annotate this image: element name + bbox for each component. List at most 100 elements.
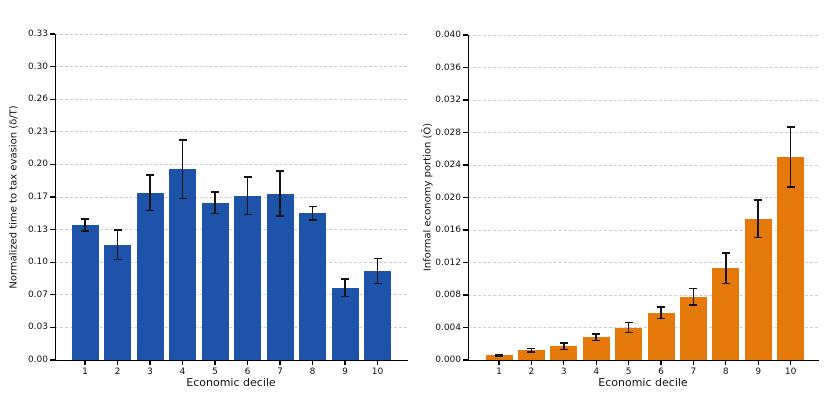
y-axis-tick xyxy=(50,196,55,198)
x-tick-label: 7 xyxy=(277,367,283,377)
bar-decile-9 xyxy=(331,287,359,360)
gridline xyxy=(55,98,407,100)
y-tick-label: 0.000 xyxy=(435,355,461,365)
error-bar-cap-top xyxy=(624,321,633,324)
gridline xyxy=(468,34,818,36)
x-tick-label: 10 xyxy=(371,367,384,377)
error-bar xyxy=(344,278,346,297)
gridline xyxy=(468,262,818,263)
gridline xyxy=(55,196,407,198)
y-tick-label: 0.07 xyxy=(27,289,48,300)
y-tick-label: 0.23 xyxy=(27,126,48,137)
y-tick-label: 0.17 xyxy=(27,192,48,202)
x-axis-tick xyxy=(214,361,216,365)
bar-decile-6 xyxy=(234,195,261,360)
x-tick-label: 6 xyxy=(244,367,251,377)
y-tick-label: 0.032 xyxy=(435,95,461,105)
x-tick-label: 1 xyxy=(496,367,502,377)
y-tick-label: 0.040 xyxy=(435,30,461,40)
y-axis-tick xyxy=(50,229,55,231)
error-bar-cap-bottom xyxy=(341,295,349,298)
x-tick-label: 2 xyxy=(114,367,121,377)
x-axis-tick xyxy=(790,361,792,365)
y-axis-tick xyxy=(50,261,55,263)
gridline xyxy=(55,33,407,35)
error-bar xyxy=(692,288,695,305)
gridline xyxy=(468,327,818,328)
y-tick-label: 0.016 xyxy=(435,225,461,235)
bar-decile-5 xyxy=(201,202,229,360)
error-bar-cap-top xyxy=(786,126,795,128)
x-tick-label: 6 xyxy=(658,367,664,377)
bar-decile-8 xyxy=(299,213,326,360)
bar-decile-1 xyxy=(485,355,513,360)
y-axis-tick xyxy=(50,98,55,100)
error-bar xyxy=(149,175,151,211)
y-axis-tick xyxy=(463,131,468,134)
x-axis-tick xyxy=(376,361,379,365)
x-axis-tick xyxy=(692,361,694,365)
x-axis-tick xyxy=(757,361,759,365)
x-axis-spine xyxy=(55,360,408,362)
x-tick-label: 3 xyxy=(560,367,567,377)
x-tick-label: 1 xyxy=(82,367,88,377)
x-axis-tick xyxy=(311,361,314,365)
error-bar-cap-bottom xyxy=(592,339,601,342)
y-axis-tick xyxy=(463,326,468,329)
error-bar xyxy=(757,199,759,238)
x-tick-label: 10 xyxy=(784,367,797,377)
error-bar xyxy=(498,354,500,356)
y-tick-label: 0.20 xyxy=(27,159,48,170)
bar-decile-4 xyxy=(582,337,610,360)
error-bar xyxy=(116,229,119,260)
error-bar xyxy=(563,342,565,350)
y-axis-tick xyxy=(463,164,468,166)
gridline xyxy=(55,326,407,328)
error-bar-cap-bottom xyxy=(276,215,284,217)
y-tick-label: 0.036 xyxy=(435,62,461,73)
y-tick-label: 0.13 xyxy=(27,224,48,235)
error-bar-cap-top xyxy=(81,218,89,220)
error-bar-cap-top xyxy=(592,333,601,335)
gridline xyxy=(55,229,407,231)
error-bar xyxy=(627,322,630,333)
bar-decile-3 xyxy=(136,192,164,360)
error-bar xyxy=(725,252,727,284)
y-axis-tick xyxy=(50,131,55,133)
x-axis-tick xyxy=(116,361,119,365)
x-tick-label: 4 xyxy=(179,367,186,377)
gridline xyxy=(468,197,818,198)
gridline xyxy=(468,99,818,101)
error-bar-cap-top xyxy=(495,353,503,356)
y-tick-label: 0.33 xyxy=(27,29,48,39)
error-bar xyxy=(181,139,184,199)
error-bar-cap-bottom xyxy=(786,186,795,188)
y-axis-tick xyxy=(463,229,468,231)
error-bar-cap-top xyxy=(559,342,568,344)
bar-decile-3 xyxy=(550,346,578,360)
error-bar-cap-bottom xyxy=(211,212,219,215)
y-axis-tick xyxy=(463,66,468,69)
y-tick-label: 0.30 xyxy=(27,61,48,72)
y-axis-tick xyxy=(463,261,468,264)
x-axis-tick xyxy=(498,361,500,365)
error-bar xyxy=(376,258,379,284)
x-tick-label: 5 xyxy=(212,367,218,377)
gridline xyxy=(55,261,407,263)
error-bar-cap-top xyxy=(243,176,252,178)
error-bar-cap-top xyxy=(341,278,349,280)
x-tick-label: 8 xyxy=(722,367,729,377)
error-bar-cap-bottom xyxy=(178,197,187,200)
y-axis-spine xyxy=(468,35,470,361)
y-tick-label: 0.03 xyxy=(27,322,48,333)
x-axis-tick xyxy=(181,361,184,365)
error-bar xyxy=(595,334,597,341)
error-bar xyxy=(84,219,86,231)
error-bar xyxy=(311,206,314,221)
y-tick-label: 0.00 xyxy=(27,355,48,365)
error-bar-cap-bottom xyxy=(113,258,122,260)
y-tick-label: 0.012 xyxy=(435,257,461,268)
x-axis-tick xyxy=(595,361,597,365)
error-bar-cap-bottom xyxy=(81,230,89,232)
x-axis-label: Economic decile xyxy=(186,376,276,389)
